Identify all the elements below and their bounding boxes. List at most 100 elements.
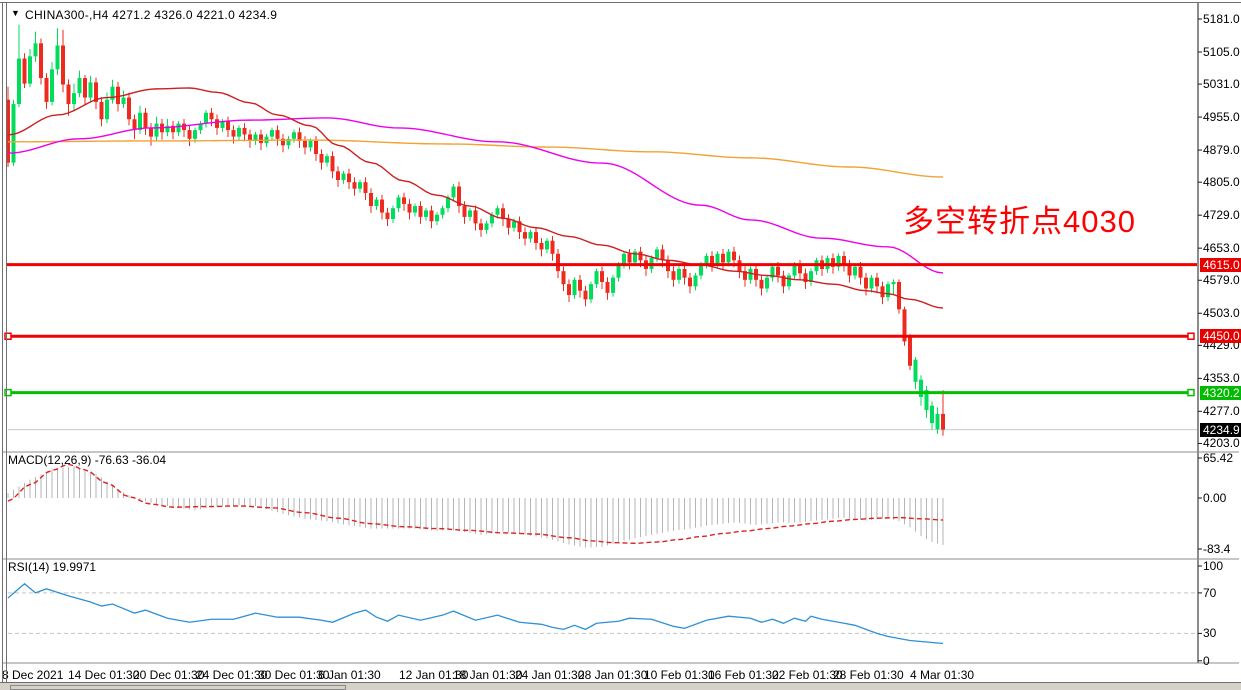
candle-body bbox=[776, 266, 780, 276]
candle-body bbox=[77, 78, 82, 94]
macd-signal-line bbox=[7, 463, 944, 544]
candle-body bbox=[792, 264, 797, 276]
macd-histogram bbox=[7, 466, 944, 548]
candle-body bbox=[578, 279, 582, 291]
candle-body bbox=[853, 266, 857, 276]
window-menu-triangle-icon: ▼ bbox=[11, 8, 20, 18]
candle-body bbox=[759, 279, 764, 289]
bottom-window-strip bbox=[0, 683, 1241, 690]
candle-body bbox=[363, 182, 368, 194]
candle-body bbox=[605, 282, 610, 293]
candle-body bbox=[550, 240, 555, 254]
candle-body bbox=[803, 273, 808, 283]
candle-body bbox=[143, 112, 148, 128]
date-axis-label: 6 Jan 01:30 bbox=[318, 668, 381, 682]
candle-body bbox=[611, 277, 615, 293]
candle-body bbox=[616, 264, 621, 278]
candle-body bbox=[446, 197, 450, 209]
candle-body bbox=[94, 82, 98, 102]
candle-body bbox=[638, 251, 643, 261]
chart-title-ohlc: CHINA300-,H4 4271.2 4326.0 4221.0 4234.9 bbox=[25, 8, 278, 22]
candle-body bbox=[655, 249, 659, 259]
candle-body bbox=[292, 132, 296, 139]
candle-body bbox=[330, 156, 335, 172]
candle-body bbox=[391, 208, 395, 220]
candle-body bbox=[39, 43, 43, 79]
candle-body bbox=[149, 127, 153, 137]
window-frame-left-inner bbox=[6, 2, 7, 683]
candle-body bbox=[831, 258, 835, 267]
candle-body bbox=[11, 104, 16, 163]
candle-body bbox=[858, 266, 863, 278]
window-frame-top bbox=[0, 2, 1241, 3]
candle-body bbox=[413, 206, 417, 213]
candle-body bbox=[270, 130, 274, 137]
candle-body bbox=[358, 182, 362, 189]
level-line-handle[interactable] bbox=[4, 332, 12, 341]
rsi-scale-label: 0 bbox=[1203, 653, 1210, 668]
candle-body bbox=[924, 390, 929, 411]
candle-body bbox=[528, 232, 533, 239]
candle-body bbox=[193, 130, 197, 139]
candle-body bbox=[748, 268, 753, 280]
candle-body bbox=[902, 309, 907, 342]
candle-body bbox=[677, 268, 681, 280]
candle-body bbox=[517, 221, 522, 233]
candle-body bbox=[429, 210, 434, 222]
candle-body bbox=[715, 253, 720, 265]
candle-body bbox=[462, 206, 467, 217]
candle-body bbox=[204, 112, 208, 124]
candle-body bbox=[787, 275, 791, 287]
candle-body bbox=[710, 255, 714, 265]
candle-body bbox=[875, 277, 879, 287]
level-line-handle[interactable] bbox=[1187, 332, 1195, 341]
candle-body bbox=[561, 271, 566, 285]
candle-body bbox=[385, 212, 390, 220]
ma-fast-red-line bbox=[7, 87, 944, 309]
candle-body bbox=[88, 82, 93, 98]
candle-body bbox=[286, 138, 291, 146]
candle-body bbox=[187, 130, 192, 139]
price-axis-label: 5181.0 bbox=[1203, 12, 1240, 26]
candle-body bbox=[633, 251, 637, 263]
price-axis-label: 5105.0 bbox=[1203, 44, 1240, 59]
candle-body bbox=[6, 99, 10, 163]
candle-body bbox=[198, 123, 203, 131]
candle-body bbox=[864, 277, 868, 289]
price-axis-label: 4955.0 bbox=[1203, 110, 1240, 125]
date-axis-label: 16 Feb 01:30 bbox=[708, 668, 779, 682]
rsi-scale-label: 30 bbox=[1203, 626, 1217, 641]
price-axis-label: 4277.0 bbox=[1203, 404, 1240, 419]
bottom-scrollbar[interactable] bbox=[10, 685, 346, 690]
date-axis-label: 14 Dec 01:30 bbox=[68, 668, 140, 682]
price-axis-label: 4879.0 bbox=[1203, 143, 1240, 158]
chart-text-annotation[interactable]: 多空转折点4030 bbox=[903, 204, 1136, 239]
level-line-handle[interactable] bbox=[4, 388, 12, 397]
candle-body bbox=[171, 125, 175, 133]
rsi-scale-label: 70 bbox=[1203, 585, 1217, 600]
date-axis-label: 8 Dec 2021 bbox=[2, 668, 64, 682]
candle-body bbox=[600, 271, 604, 283]
candle-body bbox=[809, 271, 813, 283]
candle-body bbox=[61, 45, 65, 85]
candle-body bbox=[682, 268, 687, 278]
window-frame-bottom bbox=[0, 682, 1241, 683]
level-line-handle[interactable] bbox=[1187, 388, 1195, 397]
candle-body bbox=[242, 127, 247, 135]
candle-body bbox=[539, 242, 544, 250]
price-axis-label: 4203.0 bbox=[1203, 436, 1240, 451]
price-axis-label: 4579.0 bbox=[1203, 273, 1240, 288]
candle-body bbox=[457, 186, 461, 207]
price-axis-label: 4729.0 bbox=[1203, 208, 1240, 223]
candle-body bbox=[589, 284, 593, 300]
window-frame-left-outer bbox=[2, 2, 3, 683]
candle-body bbox=[314, 140, 318, 154]
date-axis-label: 28 Feb 01:30 bbox=[833, 668, 904, 682]
candle-body bbox=[473, 210, 478, 224]
candle-body bbox=[55, 45, 60, 70]
candle-body bbox=[110, 86, 115, 100]
candle-body bbox=[770, 266, 775, 278]
price-axis-label: 4353.0 bbox=[1203, 371, 1240, 386]
candle-body bbox=[72, 93, 76, 105]
